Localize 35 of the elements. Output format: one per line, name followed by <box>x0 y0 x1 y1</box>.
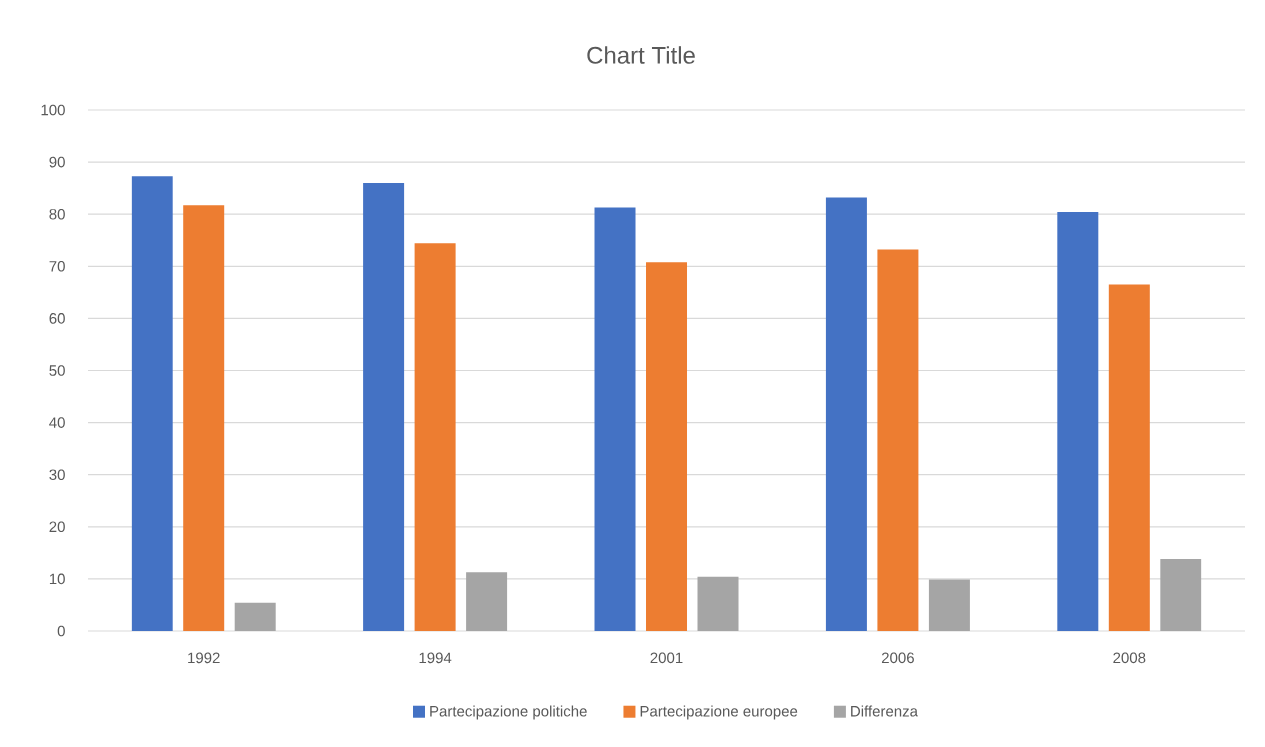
x-tick-label: 2001 <box>650 652 683 664</box>
y-tick-label: 30 <box>49 469 65 480</box>
y-tick-label: 60 <box>49 313 65 324</box>
bar <box>1160 559 1202 631</box>
y-tick-label: 0 <box>57 625 65 637</box>
x-tick-label: 2008 <box>1113 652 1146 664</box>
x-tick-label: 1992 <box>188 652 220 664</box>
y-tick-label: 40 <box>49 417 65 428</box>
bar <box>594 207 636 631</box>
bar <box>928 579 970 631</box>
x-tick-label: 2006 <box>881 652 914 664</box>
bar <box>825 197 867 631</box>
bar <box>131 176 173 631</box>
bar <box>234 602 276 631</box>
chart-title: Chart Title <box>587 46 695 64</box>
bar <box>1108 284 1150 631</box>
y-tick-label: 100 <box>41 104 65 116</box>
bar <box>697 576 739 631</box>
x-tick-label: 1994 <box>419 652 452 664</box>
legend-label: Partecipazione europee <box>640 705 798 720</box>
bar <box>414 243 456 631</box>
y-tick-label: 10 <box>49 573 65 585</box>
bar <box>877 249 919 631</box>
y-tick-label: 20 <box>49 521 65 533</box>
y-tick-label: 90 <box>49 156 65 168</box>
bar <box>466 572 508 631</box>
bar <box>363 182 405 631</box>
legend-label: Differenza <box>851 705 918 717</box>
legend-label: Partecipazione politiche <box>430 705 587 720</box>
y-tick-label: 70 <box>49 260 65 272</box>
bar <box>1057 212 1099 631</box>
bar <box>183 205 225 631</box>
y-tick-label: 50 <box>49 365 65 376</box>
bar <box>646 262 688 631</box>
y-tick-label: 80 <box>49 208 65 220</box>
